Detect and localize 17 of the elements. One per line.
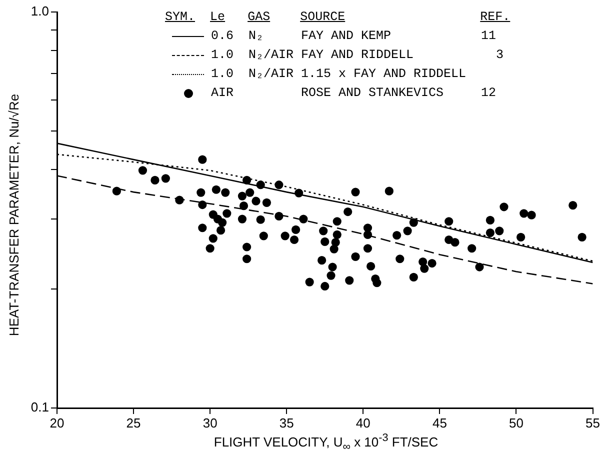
x-tick-label: 20: [50, 415, 64, 430]
legend-label: 0.6 N₂ FAY AND KEMP 11: [211, 28, 496, 45]
y-axis-title: HEAT-TRANSFER PARAMETER, Nu/√Re: [6, 94, 22, 336]
text: SYM. Le GAS SOURCE REF.: [165, 10, 510, 24]
y-tick-label: 1.0: [30, 4, 49, 19]
legend-label: 1.0 N₂/AIR FAY AND RIDDELL 3: [211, 47, 504, 64]
legend-label: AIR ROSE AND STANKEVICS 12: [211, 85, 496, 102]
x-tick-label: 25: [126, 415, 141, 430]
x-tick-label: 30: [202, 415, 218, 430]
legend-label: 1.0 N₂/AIR 1.15 x FAY AND RIDDELL: [211, 66, 466, 83]
x-tick-label: 55: [586, 415, 600, 430]
x-tick-label: 35: [279, 415, 294, 430]
x-tick-label: 45: [432, 415, 447, 430]
y-tick-label: 0.1: [30, 400, 49, 415]
x-tick-label: 40: [356, 415, 370, 430]
x-tick-label: 50: [508, 415, 524, 430]
x-axis-title: FLIGHT VELOCITY, U$_{∞}$ x 10$^{-3}$ FT/SEC: [212, 432, 440, 453]
